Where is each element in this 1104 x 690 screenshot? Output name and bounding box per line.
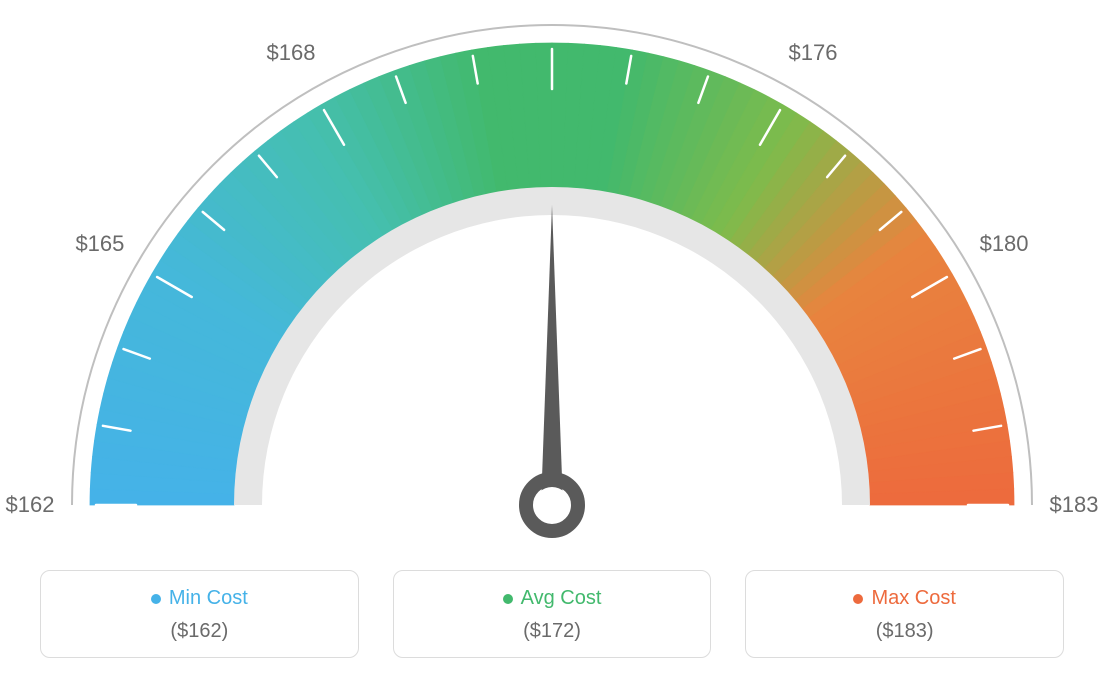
chart-container: $162$165$168$172$176$180$183 Min Cost ($…: [0, 0, 1104, 690]
legend-value-min: ($162): [61, 620, 338, 643]
legend-value-avg: ($172): [414, 620, 691, 643]
legend-label-max: Max Cost: [871, 587, 955, 610]
legend-title-min: Min Cost: [61, 587, 338, 610]
legend-dot-avg: [503, 594, 513, 604]
legend-label-avg: Avg Cost: [521, 587, 602, 610]
legend-title-max: Max Cost: [766, 587, 1043, 610]
gauge-scale-label: $168: [267, 40, 316, 66]
legend-value-max: ($183): [766, 620, 1043, 643]
gauge-scale-label: $183: [1050, 492, 1099, 518]
legend-card-min: Min Cost ($162): [40, 570, 359, 658]
legend-title-avg: Avg Cost: [414, 587, 691, 610]
gauge-scale-label: $180: [980, 231, 1029, 257]
legend-dot-min: [151, 594, 161, 604]
legend-card-max: Max Cost ($183): [745, 570, 1064, 658]
gauge-area: $162$165$168$172$176$180$183: [0, 0, 1104, 560]
gauge-svg: [0, 0, 1104, 560]
legend-label-min: Min Cost: [169, 587, 248, 610]
legend-dot-max: [853, 594, 863, 604]
legend-row: Min Cost ($162) Avg Cost ($172) Max Cost…: [0, 570, 1104, 658]
legend-card-avg: Avg Cost ($172): [393, 570, 712, 658]
gauge-scale-label: $162: [6, 492, 55, 518]
gauge-scale-label: $165: [75, 231, 124, 257]
gauge-scale-label: $176: [789, 40, 838, 66]
